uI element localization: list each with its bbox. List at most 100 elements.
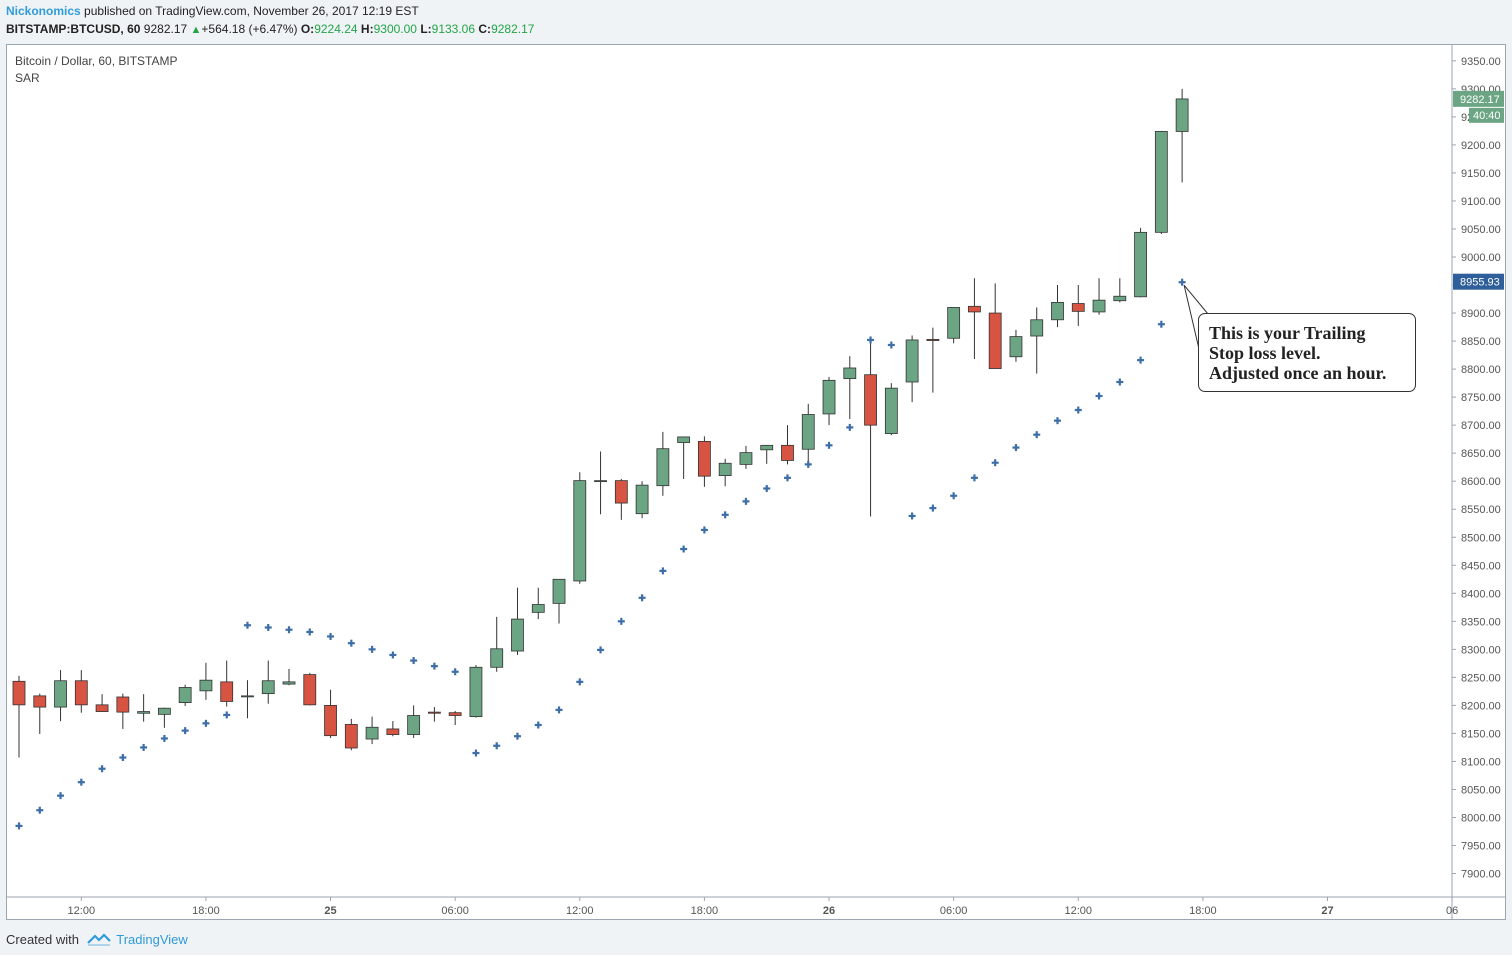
y-tick-label: 8500.00 bbox=[1461, 532, 1501, 544]
candle-body bbox=[116, 696, 130, 713]
candle-body bbox=[178, 687, 192, 703]
candle bbox=[864, 341, 877, 517]
sar-point bbox=[970, 474, 978, 482]
last-price-tag-label: 9282.17 bbox=[1460, 94, 1500, 106]
candle bbox=[157, 707, 171, 728]
candle-body bbox=[469, 666, 483, 718]
sar-point bbox=[1054, 417, 1061, 425]
author-link[interactable]: Nickonomics bbox=[6, 4, 81, 18]
candle bbox=[1030, 307, 1044, 374]
chart-panel[interactable] bbox=[6, 44, 1506, 920]
indicator-label[interactable]: SAR bbox=[15, 71, 40, 85]
candle-body bbox=[282, 681, 296, 685]
y-tick-label: 8400.00 bbox=[1461, 588, 1501, 600]
y-tick-label: 8800.00 bbox=[1461, 364, 1501, 376]
sar-point bbox=[15, 822, 23, 830]
x-tick-label: 06 bbox=[1446, 905, 1458, 917]
x-tick-label: 12:00 bbox=[68, 905, 96, 917]
candle bbox=[1113, 278, 1127, 303]
sar-point bbox=[410, 657, 418, 665]
y-tick-label: 7950.00 bbox=[1461, 841, 1501, 853]
candle-body bbox=[1134, 231, 1147, 298]
sar-point bbox=[1012, 444, 1020, 452]
candle-body bbox=[781, 444, 794, 461]
close-label: C: bbox=[478, 22, 492, 36]
candle-body bbox=[656, 448, 670, 487]
candle-body bbox=[427, 711, 441, 714]
sar-point bbox=[472, 749, 480, 757]
x-tick-label: 18:00 bbox=[1189, 905, 1217, 917]
sar-point bbox=[1033, 431, 1041, 439]
sar-point bbox=[1157, 320, 1165, 328]
sar-point bbox=[306, 628, 314, 636]
candle bbox=[947, 307, 961, 344]
footer: Created with TradingView bbox=[6, 930, 188, 947]
candle-body bbox=[241, 695, 254, 698]
tradingview-link[interactable]: TradingView bbox=[116, 932, 188, 947]
candle-body bbox=[74, 680, 88, 706]
sar-point bbox=[700, 526, 708, 534]
candle bbox=[511, 587, 524, 655]
sar-point bbox=[1095, 392, 1103, 400]
candle-body bbox=[884, 387, 898, 434]
last-price: 9282.17 bbox=[143, 22, 188, 36]
candle bbox=[1071, 285, 1085, 326]
high-value: 9300.00 bbox=[373, 22, 417, 36]
sar-point bbox=[721, 511, 729, 519]
candle bbox=[33, 693, 47, 734]
candle bbox=[594, 451, 607, 515]
sar-point bbox=[98, 765, 106, 773]
y-tick-label: 8700.00 bbox=[1461, 420, 1501, 432]
publish-info: published on TradingView.com, November 2… bbox=[84, 4, 419, 18]
y-tick-label: 8450.00 bbox=[1461, 560, 1501, 572]
candle-body bbox=[905, 339, 919, 383]
candle-body bbox=[157, 707, 171, 715]
sar-point bbox=[140, 743, 148, 751]
sar-point bbox=[223, 711, 231, 719]
candle bbox=[241, 680, 254, 719]
candle-body bbox=[718, 462, 732, 476]
candle-body bbox=[261, 680, 275, 695]
candle-body bbox=[864, 374, 877, 426]
open-value: 9224.24 bbox=[314, 22, 358, 36]
candle-body bbox=[614, 480, 628, 504]
sar-point bbox=[119, 754, 127, 762]
y-tick-label: 8300.00 bbox=[1461, 644, 1501, 656]
candle bbox=[614, 478, 628, 520]
y-tick-label: 8250.00 bbox=[1461, 672, 1501, 684]
candle bbox=[324, 689, 337, 738]
candle bbox=[95, 694, 109, 712]
candle-body bbox=[1175, 98, 1189, 132]
y-tick-label: 9000.00 bbox=[1461, 252, 1501, 264]
y-tick-label: 7900.00 bbox=[1461, 869, 1501, 881]
y-tick-label: 8200.00 bbox=[1461, 700, 1501, 712]
candle-body bbox=[739, 452, 753, 465]
candle-body bbox=[386, 728, 400, 735]
candle bbox=[407, 705, 421, 738]
candle bbox=[1092, 278, 1106, 315]
candle-body bbox=[303, 674, 317, 706]
y-tick-label: 9350.00 bbox=[1461, 56, 1501, 68]
candle bbox=[220, 660, 234, 707]
sar-point bbox=[513, 732, 521, 740]
sar-point bbox=[1137, 356, 1145, 364]
candle bbox=[656, 431, 670, 496]
chart-header: Nickonomics published on TradingView.com… bbox=[6, 4, 534, 40]
x-tick-label: 06:00 bbox=[940, 905, 968, 917]
sar-point bbox=[285, 626, 293, 634]
candle bbox=[968, 278, 981, 360]
candle bbox=[739, 445, 753, 469]
sar-point bbox=[555, 706, 563, 714]
close-value: 9282.17 bbox=[491, 22, 535, 36]
high-label: H: bbox=[360, 22, 374, 36]
sar-point bbox=[804, 460, 812, 468]
candle-body bbox=[1113, 295, 1127, 302]
annotation-callout: This is your Trailing Stop loss level. A… bbox=[1198, 313, 1416, 392]
candle-body bbox=[594, 480, 607, 483]
candle-body bbox=[573, 480, 587, 582]
candle-body bbox=[1154, 131, 1168, 233]
candle bbox=[698, 436, 711, 487]
sar-point bbox=[243, 621, 251, 629]
candle bbox=[801, 403, 815, 462]
